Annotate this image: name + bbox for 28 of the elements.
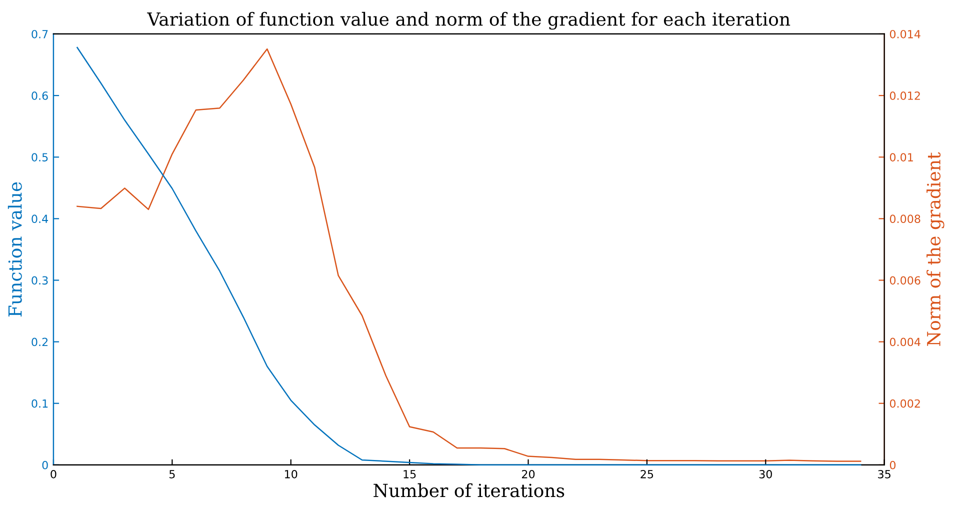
x-tick-label: 15	[404, 470, 416, 478]
x-tick-label: 35	[878, 470, 890, 478]
y2-tick-label: 0.012	[890, 92, 920, 100]
y-tick-label: 0	[42, 460, 48, 470]
y2-tick-label: 0.008	[890, 214, 920, 224]
chart-title: Variation of function value and norm of the gradient for each iteration	[147, 12, 790, 30]
y-tick-label: 0.1	[32, 399, 48, 408]
y2-axis-title: Norm of the gradient	[926, 152, 944, 346]
x-tick-label: 0	[50, 470, 56, 478]
y2-tick-label: 0.006	[890, 276, 920, 285]
y-tick-label: 0.6	[32, 92, 48, 100]
x-tick-label: 5	[169, 470, 175, 478]
y-tick-label: 0.3	[32, 276, 48, 285]
y2-tick-label: 0.002	[890, 399, 920, 408]
x-axis-title: Number of iterations	[374, 483, 564, 498]
y2-tick-label: 0.014	[890, 30, 920, 38]
y2-tick-label: 0.01	[890, 153, 913, 162]
y2-tick-label: 0.004	[890, 338, 920, 346]
y-tick-label: 0.5	[32, 153, 48, 162]
y-axis-title: Function value	[8, 182, 22, 317]
y2-tick-label: 0	[890, 460, 896, 470]
x-tick-label: 10	[285, 470, 298, 478]
y-tick-label: 0.7	[32, 30, 48, 38]
x-tick-label: 30	[759, 470, 772, 478]
y-tick-label: 0.4	[32, 214, 48, 224]
x-tick-label: 25	[640, 470, 654, 478]
x-tick-label: 20	[522, 470, 535, 478]
y-tick-label: 0.2	[32, 338, 48, 346]
